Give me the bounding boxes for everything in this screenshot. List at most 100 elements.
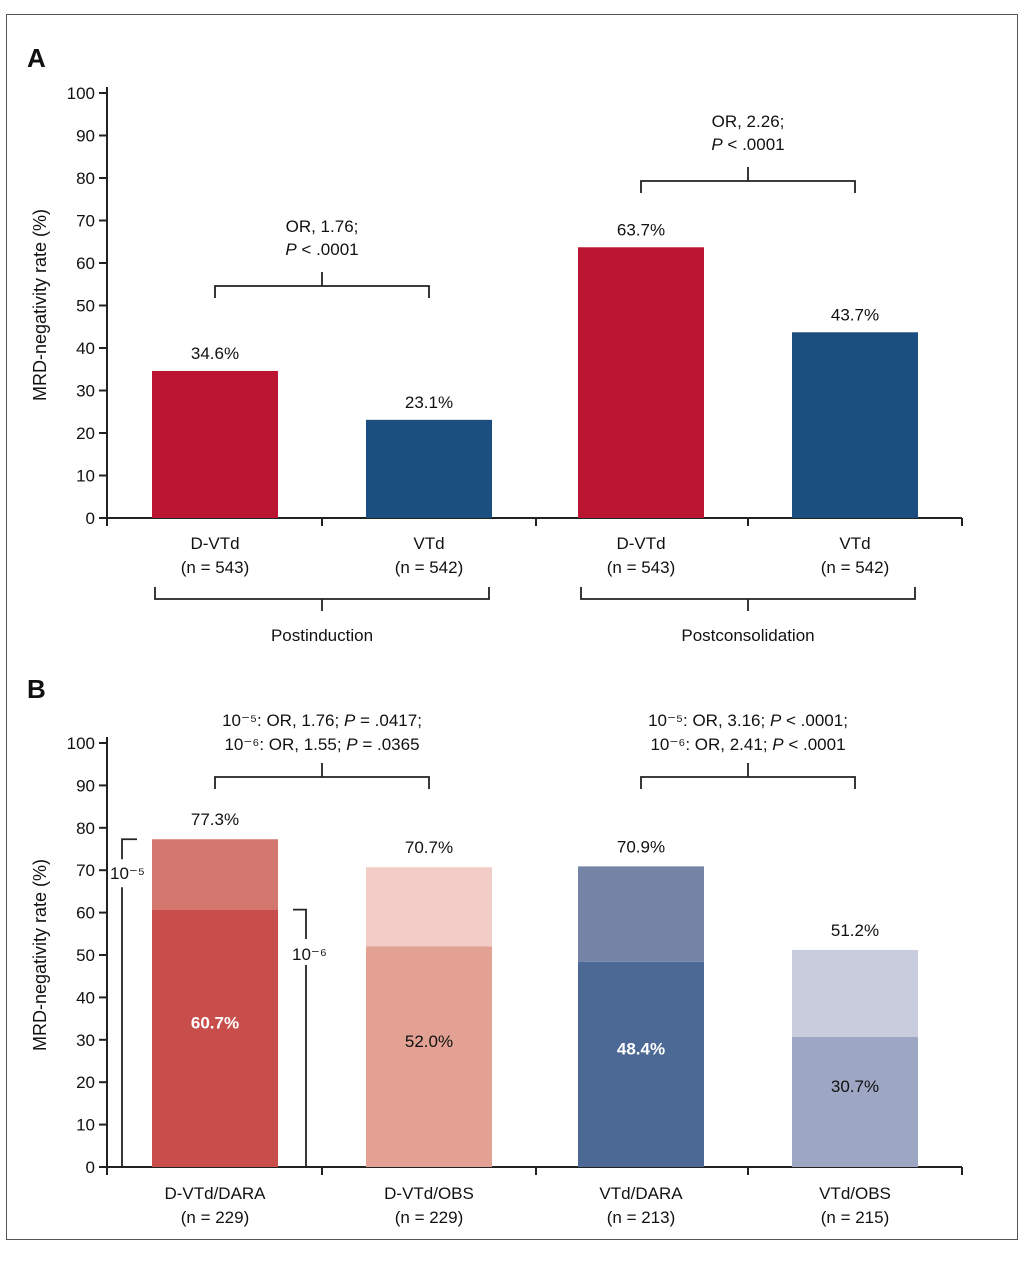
bar-segment-1e-5 <box>792 949 918 1037</box>
x-category-label: VTd <box>839 534 870 553</box>
threshold-label-1e-5: 10⁻⁵ <box>110 864 145 883</box>
panel-letter-a: A <box>27 43 46 73</box>
panel-a-y-tick-label: 10 <box>76 467 95 486</box>
panel-a-y-tick-label: 30 <box>76 382 95 401</box>
panel-a-y-tick-label: 50 <box>76 297 95 316</box>
panel-a-y-tick-label: 20 <box>76 424 95 443</box>
significance-bracket-path <box>214 272 430 298</box>
panel-a-ylabel: MRD-negativity rate (%) <box>30 209 50 401</box>
panel-a-y-tick-label: 80 <box>76 169 95 188</box>
significance-part: P <box>770 711 782 730</box>
bar-value-label-1e-6: 52.0% <box>405 1032 453 1051</box>
panel-b-ylabel: MRD-negativity rate (%) <box>30 859 50 1051</box>
significance-p: P < .0001 <box>285 240 358 259</box>
significance-bracket <box>640 763 856 789</box>
significance-part: P <box>346 735 358 754</box>
group-bracket-path <box>154 587 490 611</box>
panel-a-y-tick-label: 40 <box>76 339 95 358</box>
panel-letter-b: B <box>27 674 46 704</box>
panel-b-y-tick-label: 80 <box>76 819 95 838</box>
significance-part: < .0001; <box>781 711 848 730</box>
panel-a-y-tick-label: 90 <box>76 127 95 146</box>
bar-value-label-1e-5: 70.9% <box>617 837 665 856</box>
bar-segment-1e-6 <box>792 1036 918 1167</box>
significance-part: 10⁻⁵: OR, 3.16; <box>648 711 770 730</box>
threshold-bracket-1e-6 <box>293 908 307 1168</box>
bar-value-label: 43.7% <box>831 305 879 324</box>
panel-b-y-tick-label: 30 <box>76 1031 95 1050</box>
significance-bracket-path <box>640 763 856 789</box>
x-category-label: D-VTd/OBS <box>384 1184 474 1203</box>
bar-segment-1e-5 <box>578 866 704 962</box>
panel-a-y-tick-label: 70 <box>76 212 95 231</box>
panel-b-y-tick-label: 60 <box>76 904 95 923</box>
significance-bracket <box>214 763 430 789</box>
bar-vtd <box>366 419 492 518</box>
p-italic: P <box>711 135 723 154</box>
significance-part: 10⁻⁵: OR, 1.76; <box>222 711 344 730</box>
significance-part: < .0001 <box>784 735 846 754</box>
x-n-label: (n = 229) <box>395 1208 464 1227</box>
panel-b-y-tick-label: 20 <box>76 1073 95 1092</box>
significance-bracket-path <box>640 167 856 193</box>
panel-b-y-tick-label: 70 <box>76 861 95 880</box>
significance-part: = .0365 <box>358 735 420 754</box>
significance-part: P <box>344 711 356 730</box>
bar-value-label-1e-6: 48.4% <box>617 1039 665 1058</box>
x-category-label: D-VTd <box>190 534 239 553</box>
bar-value-label-1e-6: 60.7% <box>191 1013 239 1032</box>
panel-a-y-tick-label: 60 <box>76 254 95 273</box>
threshold-bracket-1e-5 <box>121 838 137 1168</box>
significance-bracket-path <box>214 763 430 789</box>
bar-value-label: 63.7% <box>617 220 665 239</box>
panel-b-y-tick-label: 90 <box>76 776 95 795</box>
x-n-label: (n = 229) <box>181 1208 250 1227</box>
x-category-label: VTd/OBS <box>819 1184 891 1203</box>
threshold-label-bg <box>108 859 138 888</box>
significance-part: 10⁻⁶: OR, 2.41; <box>650 735 772 754</box>
bar-segment-1e-5 <box>152 839 278 910</box>
significance-bracket <box>214 272 430 298</box>
p-italic: P <box>285 240 297 259</box>
x-category-label: VTd <box>413 534 444 553</box>
x-category-label: D-VTd <box>616 534 665 553</box>
threshold-label-bg <box>292 939 332 965</box>
bar-value-label: 34.6% <box>191 344 239 363</box>
group-bracket-path <box>580 587 916 611</box>
panel-a-y-tick-label: 0 <box>86 509 95 528</box>
significance-line: 10⁻⁶: OR, 1.55; P = .0365 <box>224 735 419 754</box>
x-n-label: (n = 215) <box>821 1208 890 1227</box>
bar-segment-1e-6 <box>578 961 704 1167</box>
x-n-label: (n = 542) <box>395 558 464 577</box>
bar-value-label-1e-5: 77.3% <box>191 810 239 829</box>
bar-vtd <box>792 332 918 518</box>
panel-b-y-tick-label: 40 <box>76 988 95 1007</box>
x-category-label: D-VTd/DARA <box>164 1184 266 1203</box>
bar-segment-1e-5 <box>366 867 492 947</box>
panel-a-y-tick-label: 100 <box>67 84 95 103</box>
significance-line: 10⁻⁶: OR, 2.41; P < .0001 <box>650 735 845 754</box>
x-n-label: (n = 542) <box>821 558 890 577</box>
significance-part: 10⁻⁶: OR, 1.55; <box>224 735 346 754</box>
group-bracket <box>154 587 490 611</box>
significance-or: OR, 2.26; <box>712 112 785 131</box>
p-rest: < .0001 <box>723 135 785 154</box>
panel-b-y-tick-label: 50 <box>76 946 95 965</box>
x-n-label: (n = 543) <box>607 558 676 577</box>
significance-bracket <box>640 167 856 193</box>
panel-b-y-tick-label: 0 <box>86 1158 95 1177</box>
panel-b-bars: 77.3% 60.7% D-VTd/DARA (n = 229) 70.7% 52.0% D… <box>108 711 918 1227</box>
bar-segment-1e-6 <box>152 909 278 1167</box>
bar-d-vtd <box>152 370 278 518</box>
group-label: Postinduction <box>271 626 373 645</box>
threshold-label-1e-6: 10⁻⁶ <box>292 945 327 964</box>
x-n-label: (n = 543) <box>181 558 250 577</box>
bar-value-label-1e-5: 51.2% <box>831 921 879 940</box>
significance-p: P < .0001 <box>711 135 784 154</box>
significance-part: P <box>772 735 784 754</box>
panel-b-y-tick-label: 100 <box>67 734 95 753</box>
bar-value-label-1e-6: 30.7% <box>831 1077 879 1096</box>
x-n-label: (n = 213) <box>607 1208 676 1227</box>
significance-line: 10⁻⁵: OR, 3.16; P < .0001; <box>648 711 848 730</box>
